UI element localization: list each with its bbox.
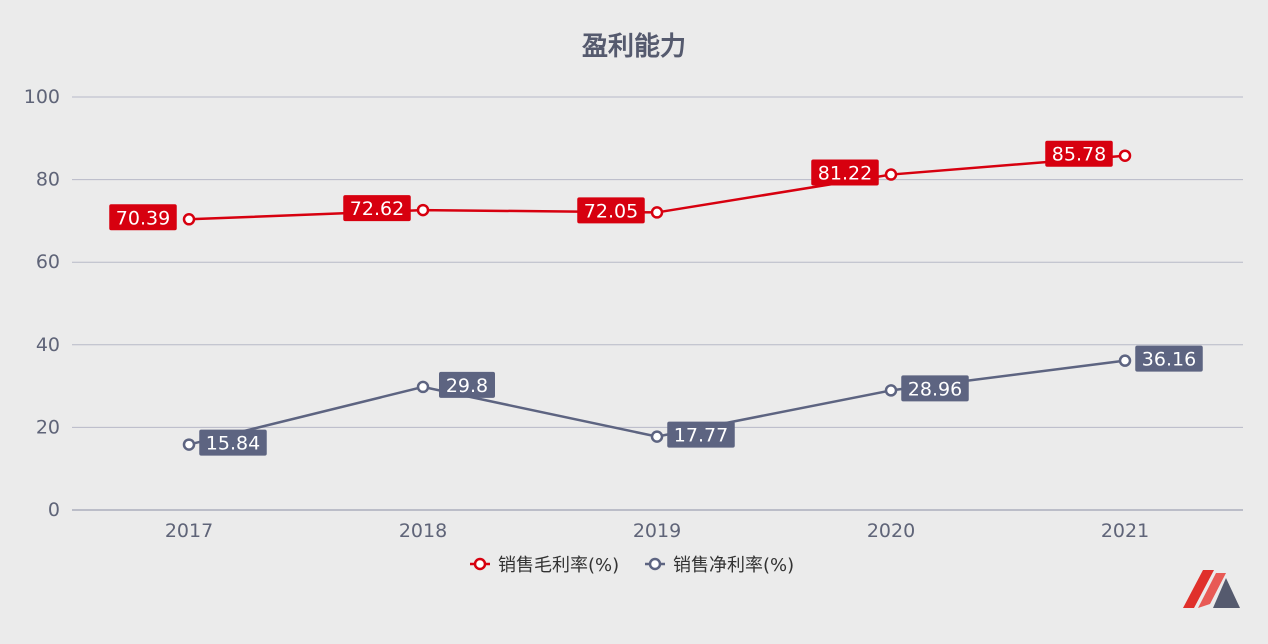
data-point (1118, 149, 1132, 162)
data-label-box (343, 195, 411, 222)
data-label: 36.16 (1142, 349, 1196, 371)
data-label-box (1045, 140, 1113, 167)
y-tick-label: 0 (48, 499, 60, 521)
x-tick-label: 2018 (399, 520, 447, 542)
legend-label: 销售净利率(%) (673, 555, 794, 576)
x-tick-label: 2017 (165, 520, 213, 542)
data-point (1118, 354, 1132, 367)
data-label: 15.84 (206, 433, 260, 455)
y-tick-label: 40 (36, 334, 60, 356)
data-point (416, 380, 430, 394)
chart-title: 盈利能力 (581, 32, 686, 62)
y-tick-label: 20 (36, 416, 60, 438)
legend-label: 销售毛利率(%) (498, 555, 619, 576)
x-tick-label: 2019 (633, 520, 681, 542)
data-label: 85.78 (1052, 144, 1106, 166)
data-label: 70.39 (116, 207, 170, 229)
y-tick-label: 100 (24, 86, 60, 108)
data-label-box (901, 375, 969, 402)
data-point (884, 168, 898, 181)
y-tick-label: 80 (36, 169, 60, 191)
data-point (650, 430, 664, 443)
data-label-box (109, 204, 177, 231)
legend-marker (648, 557, 662, 571)
data-label: 81.22 (818, 163, 872, 185)
x-tick-label: 2020 (867, 520, 915, 542)
data-point (182, 438, 196, 451)
legend-marker (473, 557, 487, 571)
data-point (182, 213, 196, 226)
data-point (416, 203, 430, 217)
data-label: 72.05 (584, 200, 638, 222)
data-label: 28.96 (908, 378, 962, 400)
y-tick-label: 60 (36, 251, 60, 273)
data-point (650, 206, 664, 219)
data-point (884, 384, 898, 397)
data-label-box (1135, 345, 1203, 372)
data-label-box (811, 159, 879, 186)
data-label-box (577, 197, 645, 224)
data-label: 72.62 (350, 198, 404, 220)
data-label-box (667, 421, 735, 448)
data-label-box (199, 429, 267, 456)
data-label: 29.8 (446, 375, 488, 397)
x-tick-label: 2021 (1101, 520, 1149, 542)
data-label: 17.77 (674, 425, 728, 447)
data-label-box (439, 371, 495, 398)
brand-logo-icon (1183, 570, 1240, 608)
